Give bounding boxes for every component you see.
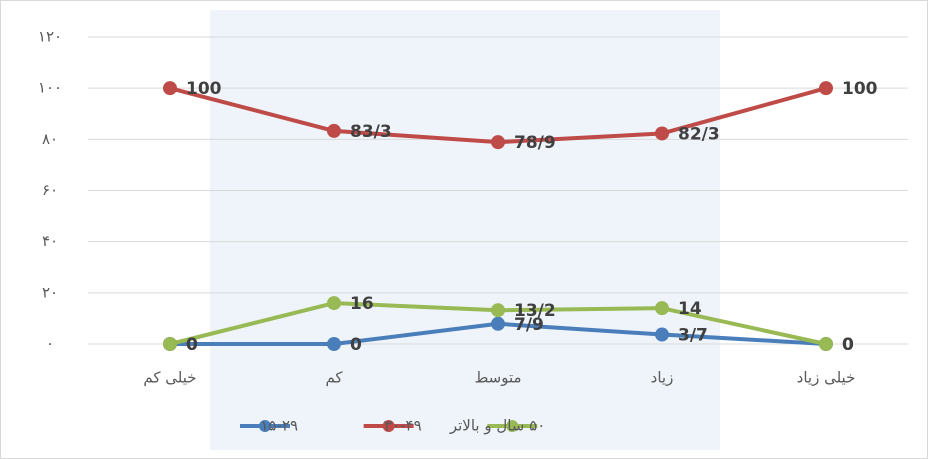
value-label: 3/7 [678, 326, 708, 346]
y-tick-label: ۰ [46, 335, 54, 353]
y-tick-label: ۱۰۰ [38, 79, 62, 97]
value-label: 0 [350, 335, 362, 355]
y-tick-label: ۴۰ [42, 232, 58, 250]
value-label: 0 [186, 335, 198, 355]
point [163, 81, 177, 95]
x-tick-label: خیلی زیاد [797, 369, 856, 387]
value-label: 0 [842, 335, 854, 355]
watermark-background [210, 10, 720, 450]
point [655, 126, 669, 140]
point [655, 301, 669, 315]
value-label: 78/9 [514, 133, 556, 153]
value-label: 16 [350, 294, 374, 314]
point [163, 337, 177, 351]
point [327, 124, 341, 138]
x-tick-label: زیاد [651, 369, 674, 387]
legend-label: ۵۰ سال و بالاتر [449, 417, 545, 435]
point [327, 296, 341, 310]
point [491, 303, 505, 317]
point [327, 337, 341, 351]
value-label: 14 [678, 299, 702, 319]
chart: ۰ ۲۰ ۴۰ ۶۰ ۸۰ ۱۰۰ ۱۲۰ خیلی کم کم متوسط زیاد خیلی زی… [0, 0, 928, 459]
y-tick-label: ۱۲۰ [38, 28, 62, 46]
x-tick-label: متوسط [474, 369, 521, 387]
x-tick-label: خیلی کم [143, 369, 196, 387]
point [655, 328, 669, 342]
x-tick-label: کم [325, 369, 343, 387]
point [819, 337, 833, 351]
y-tick-label: ۸۰ [42, 130, 58, 148]
point [819, 81, 833, 95]
value-label: 100 [186, 79, 222, 99]
point [491, 135, 505, 149]
value-label: 13/2 [514, 301, 556, 321]
page: {"chart_data": {"type": "line", "categor… [0, 0, 928, 459]
y-tick-label: ۲۰ [42, 283, 58, 301]
value-label: 82/3 [678, 124, 720, 144]
value-label: 100 [842, 79, 878, 99]
y-tick-label: ۶۰ [42, 181, 58, 199]
legend-label: ۱۵-۲۹ [260, 417, 298, 435]
legend-label: ۳۰-۴۹ [384, 417, 422, 435]
point [491, 317, 505, 331]
value-label: 83/3 [350, 122, 392, 142]
